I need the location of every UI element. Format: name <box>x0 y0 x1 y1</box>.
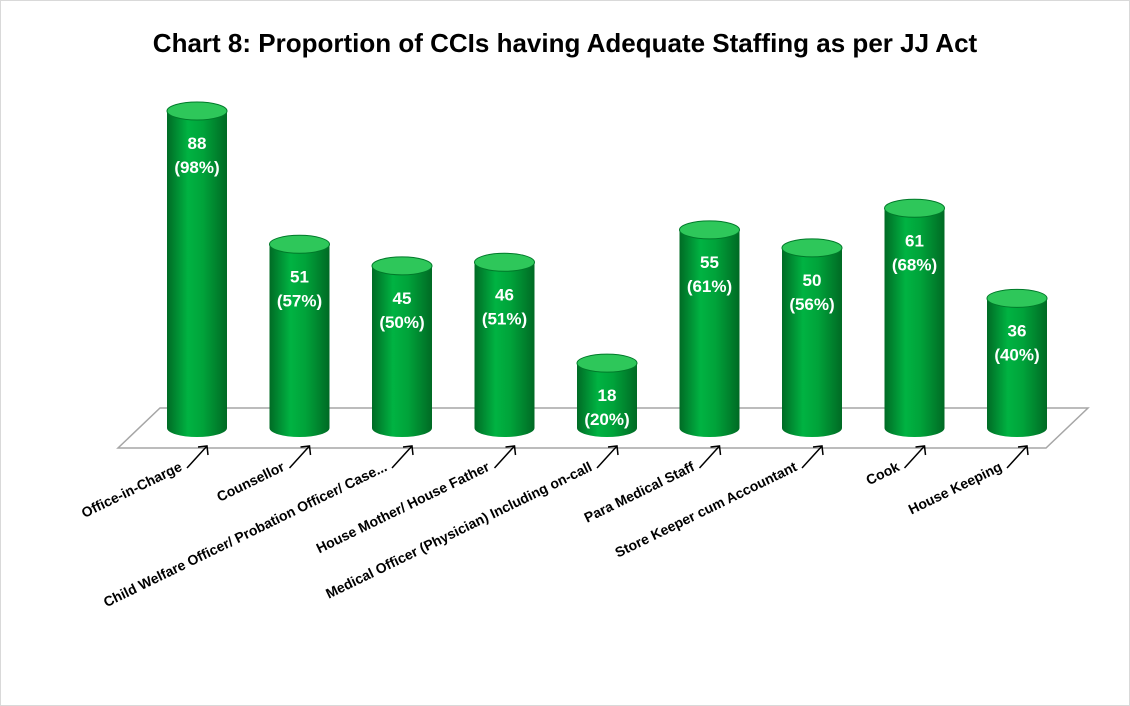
bar-body <box>577 363 637 437</box>
data-label-value: 55 <box>700 253 719 272</box>
data-label-value: 46 <box>495 285 514 304</box>
bar-1 <box>166 101 228 437</box>
bar-top <box>576 353 638 373</box>
category-tick <box>1006 445 1029 469</box>
data-label-percent: (56%) <box>789 295 834 314</box>
data-label-value: 50 <box>803 271 822 290</box>
bar-top <box>474 252 535 272</box>
bar-6 <box>679 220 740 437</box>
category-label: Store Keeper cum Accountant <box>612 458 799 560</box>
bar-body <box>269 244 330 437</box>
bar-2 <box>269 234 330 437</box>
bar-body <box>782 247 842 437</box>
data-label-percent: (57%) <box>277 291 322 310</box>
data-label-value: 45 <box>393 289 412 308</box>
bar-top <box>679 220 740 240</box>
category-label: Cook <box>863 458 902 488</box>
bar-body <box>884 208 945 437</box>
category-label: Office-in-Charge <box>79 458 185 521</box>
bar-top <box>371 256 433 276</box>
category-label: House Keeping <box>906 458 1005 517</box>
bar-8 <box>884 198 945 437</box>
bar-body <box>679 229 740 437</box>
category-tick <box>186 445 209 469</box>
bar-top <box>986 288 1048 308</box>
bar-body <box>474 262 535 437</box>
category-tick <box>288 445 312 469</box>
data-label-value: 36 <box>1008 321 1027 340</box>
data-label-value: 51 <box>290 267 309 286</box>
data-label-percent: (98%) <box>174 158 219 177</box>
bar-top <box>781 238 843 258</box>
category-tick <box>903 445 927 469</box>
bar-top <box>269 234 330 254</box>
data-label-value: 88 <box>188 134 207 153</box>
category-label: Counsellor <box>214 458 287 505</box>
data-label-percent: (20%) <box>584 410 629 429</box>
category-tick <box>801 445 824 469</box>
data-label-value: 61 <box>905 231 924 250</box>
bar-5 <box>576 353 638 437</box>
bar-9 <box>986 288 1048 437</box>
bar-body <box>372 265 432 437</box>
bar-3 <box>371 256 433 437</box>
chart-title: Chart 8: Proportion of CCIs having Adequ… <box>152 28 978 58</box>
bar-7 <box>781 238 843 437</box>
bar-4 <box>474 252 535 437</box>
category-tick <box>596 445 619 469</box>
data-label-percent: (51%) <box>482 309 527 328</box>
category-label: House Mother/ House Father <box>313 458 492 556</box>
data-label-value: 18 <box>598 386 617 405</box>
data-label-percent: (40%) <box>994 345 1039 364</box>
bar-top <box>884 198 945 218</box>
bar-body <box>987 298 1047 437</box>
data-label-percent: (50%) <box>379 313 424 332</box>
category-tick <box>493 445 517 469</box>
data-label-percent: (68%) <box>892 255 937 274</box>
bar-body <box>167 111 227 437</box>
category-tick <box>698 445 722 469</box>
bar-top <box>166 101 228 121</box>
category-tick <box>391 445 414 469</box>
data-label-percent: (61%) <box>687 277 732 296</box>
